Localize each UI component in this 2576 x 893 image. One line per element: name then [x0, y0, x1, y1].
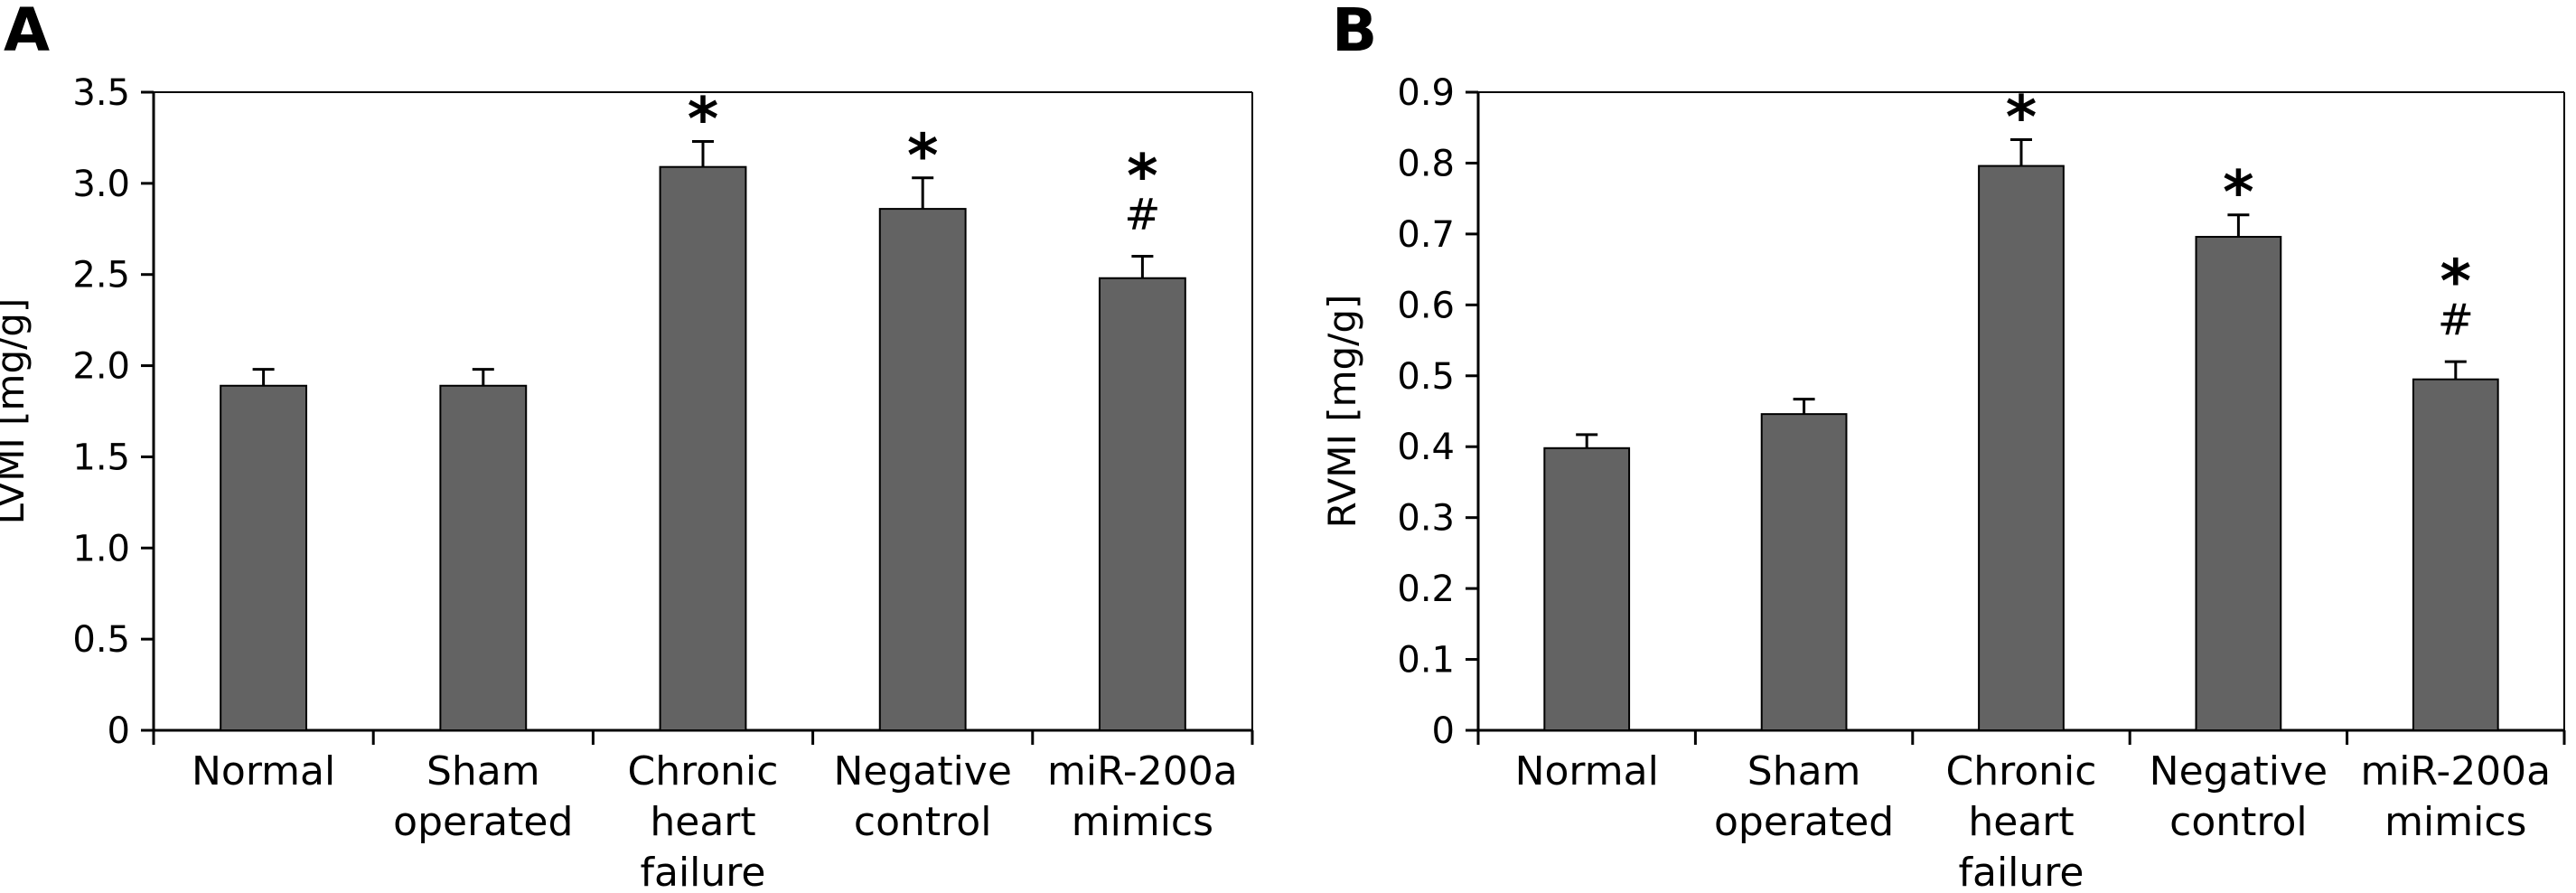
panel-b-y-tick-label: 0.2 [1397, 569, 1455, 610]
panel-b-category-label: operated [1714, 799, 1894, 845]
panel-b-y-tick-label: 0.7 [1397, 214, 1455, 256]
panel-b-y-tick-label: 0.9 [1397, 72, 1455, 114]
panel-b-significance-hash: # [2438, 295, 2474, 345]
panel-a-y-tick-label: 0.5 [72, 619, 130, 661]
panel-a: A 0 0.5 1.0 1.5 2.0 2.5 3.0 3.5 LVMI [mg/g] Normal… [0, 0, 1254, 893]
panel-a-category-label: Sham [426, 748, 540, 794]
panel-b-category-label: Negative [2150, 748, 2328, 794]
panel-b: B 0 0.1 0.2 0.3 0.4 0.5 0.6 0.7 0.8 0.9 RVMI [mg/g]… [1320, 0, 2566, 893]
panel-a-bar [1098, 277, 1186, 731]
panel-b-bar [1978, 164, 2065, 732]
panel-a-y-tick-label: 1.5 [72, 437, 130, 478]
panel-a-category-label: miR-200a [1047, 748, 1238, 794]
panel-b-bar [2412, 378, 2499, 731]
panel-b-category-label: failure [1959, 850, 2084, 888]
panel-a-category-label: Negative [833, 748, 1011, 794]
panel-b-y-tick-label: 0.4 [1397, 427, 1455, 468]
panel-b-y-tick-label: 0.3 [1397, 498, 1455, 540]
panel-a-category-label: heart [650, 799, 755, 845]
panel-b-y-axis-title: RVMI [mg/g] [1320, 295, 1364, 529]
panel-a-significance-hash: # [1124, 190, 1160, 240]
panel-b-bar [2195, 236, 2282, 731]
panel-b-significance-star: * [2223, 158, 2254, 228]
panel-a-significance-star: * [1127, 142, 1158, 212]
panel-b-category-label: control [2169, 799, 2308, 845]
panel-b-category-label: Normal [1515, 748, 1659, 794]
panel-b-bar [1543, 446, 1631, 731]
panel-a-y-tick-label: 2.5 [72, 255, 130, 296]
panel-a-letter: A [4, 0, 50, 65]
panel-a-category-label: mimics [1072, 799, 1213, 845]
panel-a-bar [439, 384, 528, 731]
panel-b-y-tick-label: 0.5 [1397, 356, 1455, 398]
panel-b-y-tick-label: 0.8 [1397, 143, 1455, 184]
panel-a-y-tick-label: 3.5 [72, 72, 130, 114]
panel-b-bar [1760, 413, 1848, 731]
panel-b-category-label: heart [1968, 799, 2074, 845]
panel-a-significance-star: * [907, 121, 939, 191]
panel-b-category-label: Sham [1747, 748, 1861, 794]
panel-a-category-label: control [854, 799, 992, 845]
panel-b-significance-star: * [2440, 247, 2472, 316]
panel-a-category-label: Normal [192, 748, 335, 794]
panel-a-y-axis-title: LVMI [mg/g] [0, 298, 33, 525]
panel-a-y-tick-label: 0 [108, 710, 130, 752]
panel-a-category-label: operated [393, 799, 573, 845]
panel-b-category-label: mimics [2384, 799, 2526, 845]
panel-a-y-tick-label: 3.0 [72, 164, 130, 205]
panel-a-bar [878, 208, 967, 731]
panel-b-y-tick-label: 0 [1432, 710, 1455, 752]
panel-b-y-tick-label: 0.1 [1397, 640, 1455, 682]
panel-b-y-tick-label: 0.6 [1397, 285, 1455, 326]
panel-b-letter: B [1332, 0, 1377, 65]
panel-b-category-label: miR-200a [2360, 748, 2551, 794]
panel-b-significance-star: * [2006, 83, 2037, 153]
panel-a-significance-star: * [688, 84, 719, 154]
panel-a-y-tick-label: 1.0 [72, 528, 130, 569]
panel-a-bar [220, 384, 308, 731]
panel-a-y-tick-label: 2.0 [72, 346, 130, 388]
panel-a-bar [659, 165, 747, 731]
panel-a-category-label: failure [641, 850, 766, 888]
panel-a-category-label: Chronic [628, 748, 779, 794]
panel-b-category-label: Chronic [1946, 748, 2097, 794]
